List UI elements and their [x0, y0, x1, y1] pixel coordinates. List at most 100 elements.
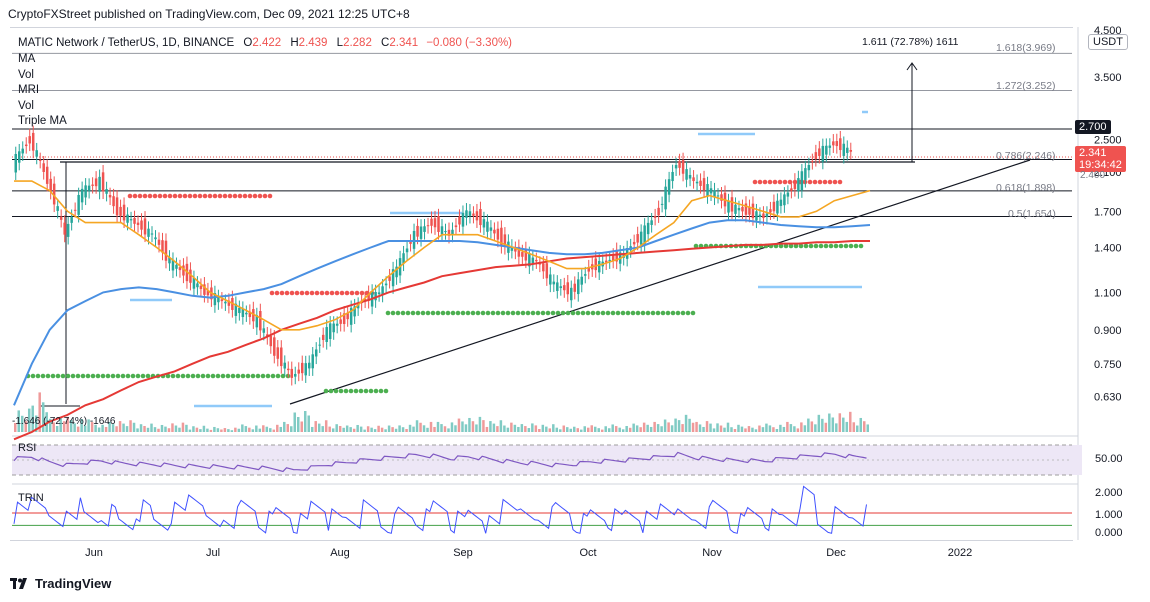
trin-pane-label[interactable]: TRIN — [18, 492, 44, 504]
candle-body — [77, 194, 80, 215]
volume-bar — [789, 424, 793, 432]
candle-body — [776, 200, 779, 214]
volume-bar — [27, 408, 31, 432]
candle-body — [762, 213, 765, 219]
volume-bar — [835, 423, 838, 432]
mri-dot — [762, 179, 768, 185]
tradingview-logo[interactable]: TradingView — [10, 576, 111, 591]
candle-body — [832, 141, 835, 146]
symbol-title[interactable]: MATIC Network / TetherUS, 1D, BINANCE — [18, 37, 235, 49]
volume-bar — [485, 426, 489, 432]
volume-bar — [286, 424, 290, 432]
volume-bar — [342, 427, 345, 432]
volume-bar — [464, 424, 468, 432]
mri-dot — [319, 290, 325, 296]
mri-dot — [803, 243, 809, 249]
indicator-ma[interactable]: MA — [18, 53, 36, 65]
mri-dot — [95, 373, 101, 379]
mri-dot — [575, 310, 581, 316]
volume-bar — [335, 424, 338, 432]
volume-bar — [740, 426, 744, 432]
volume-bar — [642, 422, 646, 432]
candle-body — [14, 153, 17, 173]
volume-bar — [545, 426, 548, 432]
volume-bar — [803, 425, 807, 432]
mri-dot — [165, 373, 171, 379]
indicator-mri[interactable]: MRI — [18, 84, 40, 96]
x-tick-label: Oct — [579, 547, 596, 559]
candle-body — [510, 246, 514, 251]
candle-body — [632, 241, 636, 245]
chart-legend: MATIC Network / TetherUS, 1D, BINANCE O2… — [18, 36, 512, 51]
mri-dot — [420, 310, 426, 316]
candle-body — [255, 315, 259, 328]
mri-dot — [215, 373, 221, 379]
candle-body — [688, 174, 692, 179]
candle-body — [611, 255, 615, 261]
candle-body — [702, 178, 706, 191]
candle-body — [751, 203, 755, 219]
volume-bar — [132, 422, 136, 432]
candle-body — [849, 150, 853, 152]
indicator-vol-2[interactable]: Vol — [18, 99, 34, 112]
volume-bar — [227, 429, 230, 432]
volume-bar — [391, 427, 394, 432]
candle-body — [734, 204, 737, 214]
candle-body — [465, 210, 468, 218]
volume-bar — [852, 422, 856, 432]
volume-bar — [859, 417, 863, 432]
mri-dot — [182, 193, 188, 199]
mri-dot — [40, 373, 46, 379]
volume-bar — [118, 421, 122, 432]
volume-bar — [758, 425, 761, 432]
volume-bar — [324, 420, 328, 432]
candle-body — [234, 303, 238, 316]
currency-badge[interactable]: USDT — [1088, 34, 1128, 50]
candle-body — [178, 267, 182, 271]
volume-bar — [503, 425, 506, 432]
candle-body — [168, 257, 171, 264]
volume-bar — [157, 428, 160, 432]
mri-dot — [655, 310, 661, 316]
candle-body — [318, 344, 321, 346]
candle-body — [678, 161, 681, 168]
indicator-triple-ma[interactable]: Triple MA — [18, 115, 67, 127]
candle-body — [259, 311, 262, 331]
mri-dot — [343, 388, 349, 394]
candle-body — [811, 160, 814, 162]
mri-dot — [777, 179, 783, 185]
mri-dot — [359, 290, 365, 296]
rsi-pane-label[interactable]: RSI — [18, 442, 37, 454]
volume-bar — [499, 420, 503, 432]
y-tick-label: 0.750 — [1094, 359, 1122, 371]
mri-dot — [145, 373, 151, 379]
indicator-vol[interactable]: Vol — [18, 68, 34, 81]
volume-bar — [670, 425, 674, 432]
mri-dot — [242, 193, 248, 199]
mri-dot — [373, 388, 379, 394]
y-tick-label: 1.100 — [1094, 287, 1122, 299]
volume-bar — [751, 427, 754, 432]
candle-body — [769, 209, 772, 213]
volume-bar — [80, 419, 83, 432]
candle-body — [650, 220, 653, 225]
candle-body — [828, 145, 832, 148]
mri-dot — [783, 243, 789, 249]
candle-body — [531, 257, 535, 264]
candle-body — [405, 248, 409, 253]
candle-body — [496, 228, 500, 240]
mri-dot — [55, 373, 61, 379]
volume-bar — [321, 426, 324, 432]
volume-bar — [426, 427, 429, 432]
volume-bar — [220, 429, 223, 432]
mri-dot — [177, 193, 183, 199]
mri-dot — [858, 243, 864, 249]
candle-body — [328, 323, 332, 339]
volume-bar — [209, 429, 213, 432]
candle-body — [461, 212, 465, 227]
volume-bar — [600, 429, 604, 432]
mri-dot — [590, 310, 596, 316]
low-value: 2.282 — [343, 37, 372, 49]
partial-axis-label: 2.400 — [1080, 170, 1106, 181]
